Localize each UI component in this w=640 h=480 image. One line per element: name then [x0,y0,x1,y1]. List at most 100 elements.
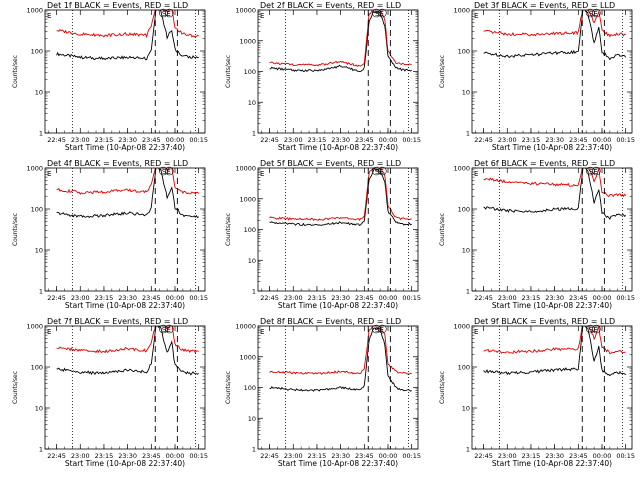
x-tick-label: 22:45 [474,136,493,144]
panel-title: Det 1f BLACK = Events, RED = LLD [47,1,188,10]
x-tick-label: 23:00 [498,294,517,302]
x-tick-label: 23:15 [522,452,541,460]
chart-panel-1: Det 1f BLACK = Events, RED = LLD E SE 1 10 10… [12,1,208,152]
y-tick-label: 1000 [26,7,43,15]
y-tick-label: 1000 [239,195,256,203]
y-axis-label: Counts/sec [439,213,446,246]
x-tick-label: 00:15 [402,452,421,460]
panel-title: Det 8f BLACK = Events, RED = LLD [260,317,401,326]
panel-title: Det 3f BLACK = Events, RED = LLD [474,1,615,10]
x-tick-label: 22:45 [47,136,66,144]
x-tick-label: 22:45 [474,294,493,302]
x-tick-label: 22:45 [260,136,279,144]
x-tick-label: 00:00 [379,294,398,302]
y-tick-label: 1000 [239,37,256,45]
annotation-circle [378,324,387,334]
series-line-lld [483,326,626,355]
y-axis-label: Counts/sec [12,213,19,246]
chart-panel-4: Det 4f BLACK = Events, RED = LLD E SE 1 10 10… [12,159,208,310]
x-tick-label: 00:00 [379,452,398,460]
annotation-label: SE [589,168,598,176]
y-tick-label: 1000 [453,323,470,331]
plot-frame [257,167,419,292]
annotation-circle [378,166,387,176]
x-tick-label: 23:30 [118,294,137,302]
x-tick-label: 23:45 [142,452,161,460]
annotation-label: E [47,12,51,20]
x-tick-label: 23:15 [95,136,114,144]
x-tick-label: 23:45 [142,136,161,144]
y-tick-label: 1000 [453,165,470,173]
x-tick-label: 23:45 [355,294,374,302]
x-tick-label: 23:30 [118,136,137,144]
annotation-circle [159,8,168,18]
y-tick-label: 1 [466,446,470,454]
y-tick-label: 100 [458,364,470,372]
x-axis-label: Start Time (10-Apr-08 22:37:40) [278,459,398,468]
x-tick-label: 00:00 [166,452,185,460]
x-tick-label: 00:00 [379,136,398,144]
annotation-circle [592,166,601,176]
annotation-label: E [47,170,51,178]
x-tick-label: 23:30 [331,452,350,460]
y-tick-label: 1 [466,130,470,138]
x-tick-label: 23:15 [308,136,327,144]
y-axis-label: Counts/sec [225,371,232,404]
x-tick-label: 23:15 [308,452,327,460]
annotation-label: SE [162,10,171,18]
annotation-label: E [260,12,264,20]
x-tick-label: 23:00 [284,136,303,144]
annotation-circle [165,166,174,176]
y-tick-label: 1 [252,446,256,454]
x-axis-label: Start Time (10-Apr-08 22:37:40) [492,301,612,310]
y-tick-label: 10 [35,89,43,97]
chart-panel-3: Det 3f BLACK = Events, RED = LLD E SE 1 10 10… [439,1,635,152]
panel-title: Det 7f BLACK = Events, RED = LLD [47,317,188,326]
y-tick-label: 100 [458,206,470,214]
annotation-circle [586,324,595,334]
panel-title: Det 2f BLACK = Events, RED = LLD [260,1,401,10]
y-tick-label: 1 [39,446,43,454]
y-tick-label: 1 [466,288,470,296]
plot-frame [44,167,206,292]
series-line-events [269,10,412,73]
x-tick-label: 23:15 [95,294,114,302]
x-tick-label: 23:45 [569,136,588,144]
annotation-label: SE [375,168,384,176]
annotation-circle [586,166,595,176]
y-tick-label: 100 [31,48,43,56]
x-tick-label: 23:00 [71,452,90,460]
annotation-circle [586,8,595,18]
x-tick-label: 23:15 [308,294,327,302]
chart-panel-9: Det 9f BLACK = Events, RED = LLD E SE 1 10 10… [439,317,635,468]
x-tick-label: 00:15 [402,136,421,144]
x-tick-label: 23:30 [331,136,350,144]
annotation-circle [165,8,174,18]
annotation-label: E [260,328,264,336]
series-line-events [56,168,199,219]
annotation-label: E [474,12,478,20]
series-line-lld [269,168,412,222]
panel-title: Det 9f BLACK = Events, RED = LLD [474,317,615,326]
y-tick-label: 100 [244,226,256,234]
x-axis-label: Start Time (10-Apr-08 22:37:40) [492,143,612,152]
annotation-circle [165,324,174,334]
y-tick-label: 1 [39,130,43,138]
series-line-lld [483,168,627,198]
x-tick-label: 23:00 [284,452,303,460]
x-tick-label: 22:45 [474,452,493,460]
x-tick-label: 23:30 [118,452,137,460]
y-tick-label: 10 [35,405,43,413]
y-tick-label: 100 [458,48,470,56]
x-tick-label: 23:30 [545,452,564,460]
y-tick-label: 10 [462,405,470,413]
series-line-lld [269,10,412,68]
plot-frame [471,167,633,292]
annotation-circle [159,324,168,334]
x-tick-label: 00:15 [189,136,208,144]
series-line-events [269,327,412,392]
chart-panel-5: Det 5f BLACK = Events, RED = LLD E SE 1 10 10… [225,159,421,310]
chart-panel-7: Det 7f BLACK = Events, RED = LLD E SE 1 10 10… [12,317,208,468]
y-tick-label: 100 [31,206,43,214]
